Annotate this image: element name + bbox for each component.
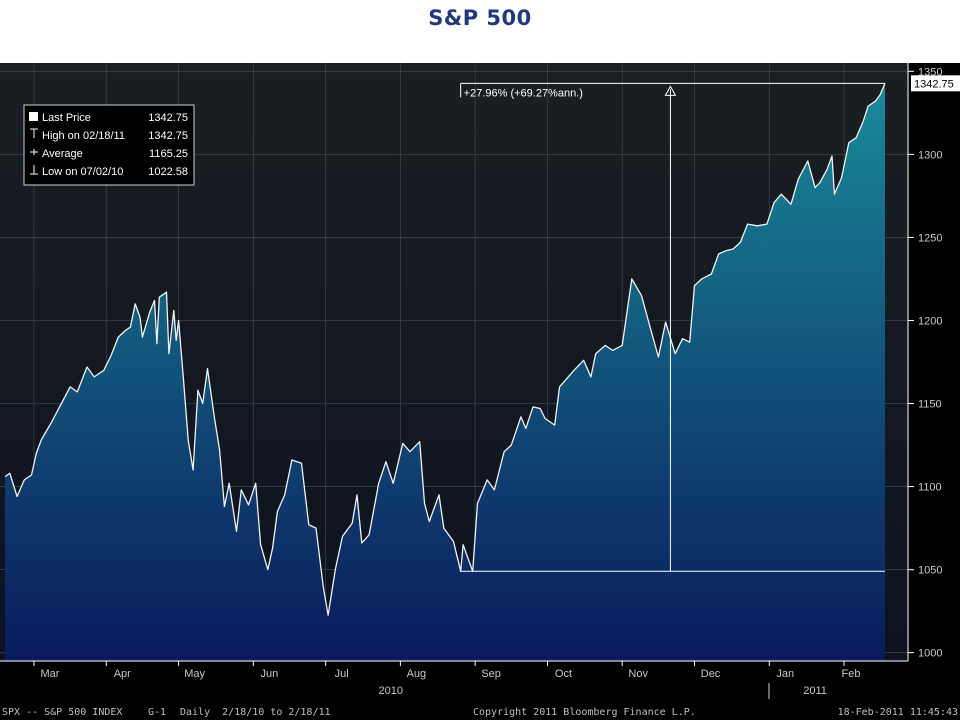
price-line — [4, 83, 886, 616]
legend: Last Price 1342.75 High on 02/18/11 1342… — [23, 104, 195, 186]
page-title: S&P 500 — [428, 6, 532, 30]
annotation-label: +27.96% (+69.27%ann.) — [464, 87, 583, 99]
bottom-axis-strip — [0, 661, 960, 701]
y-tick-label: 1100 — [918, 482, 942, 494]
x-axis: Mar Apr May Jun Jul Aug Sep Oct Nov Dec Jan Feb 2010… — [0, 660, 908, 699]
price-area — [4, 83, 886, 662]
y-tick-label: 1150 — [918, 399, 942, 411]
footer-timestamp: 18-Feb-2011 11:45:43 — [838, 707, 958, 718]
last-price-tag: 1342.75 — [911, 75, 960, 92]
legend-value-high: 1342.75 — [148, 130, 188, 142]
legend-label-last: Last Price — [42, 112, 91, 124]
low-marker-icon — [30, 165, 38, 175]
y-tick-label: 1050 — [918, 565, 942, 577]
right-axis-strip — [908, 63, 960, 661]
x-tick-label: Feb — [842, 668, 861, 680]
footer-range: Daily 2/18/10 to 2/18/11 — [180, 707, 331, 718]
legend-label-average: Average — [42, 148, 83, 160]
price-area-fill — [5, 83, 885, 662]
y-tick-label: 1300 — [918, 149, 942, 161]
legend-label-high: High on 02/18/11 — [42, 130, 125, 142]
legend-label-low: Low on 07/02/10 — [42, 166, 123, 178]
x-tick-label: Jul — [335, 668, 349, 680]
legend-value-last: 1342.75 — [148, 112, 188, 124]
y-tick-label: 1250 — [918, 232, 942, 244]
y-tick-label: 1350 — [918, 66, 942, 78]
y-axis: 1000 1050 1100 1150 1200 1250 1300 1350 — [907, 63, 942, 661]
change-annotation: +27.96% (+69.27%ann.) — [460, 82, 885, 572]
legend-value-average: 1165.25 — [149, 148, 188, 160]
x-year-label: 2010 — [379, 685, 403, 697]
x-year-label: 2011 — [803, 685, 827, 697]
footer-copyright: Copyright 2011 Bloomberg Finance L.P. — [473, 707, 696, 718]
y-tick-label: 1000 — [918, 648, 942, 660]
x-tick-label: Sep — [481, 668, 501, 680]
high-marker-icon — [30, 128, 38, 138]
y-tick-label: 1200 — [918, 315, 942, 327]
x-tick-label: Jan — [776, 668, 794, 680]
last-price-tag-text: 1342.75 — [914, 78, 954, 90]
footer-page: G-1 — [148, 707, 166, 718]
x-tick-label: Mar — [40, 668, 59, 680]
footer-ticker: SPX -- S&P 500 INDEX — [2, 707, 122, 718]
arrow-up-icon — [664, 85, 677, 96]
price-chart: +27.96% (+69.27%ann.) 1000 1050 1100 1150 12… — [0, 63, 960, 720]
x-tick-label: Dec — [701, 668, 721, 680]
x-tick-label: Nov — [628, 668, 648, 680]
x-tick-label: Apr — [114, 668, 131, 680]
x-tick-label: Aug — [407, 668, 427, 680]
legend-value-low: 1022.58 — [148, 166, 188, 178]
legend-box — [23, 104, 195, 186]
square-icon — [29, 112, 38, 121]
x-tick-label: Jun — [260, 668, 278, 680]
footer-strip — [0, 701, 960, 720]
average-marker-icon — [30, 149, 38, 155]
x-tick-label: May — [184, 668, 205, 680]
x-tick-label: Oct — [555, 668, 572, 680]
